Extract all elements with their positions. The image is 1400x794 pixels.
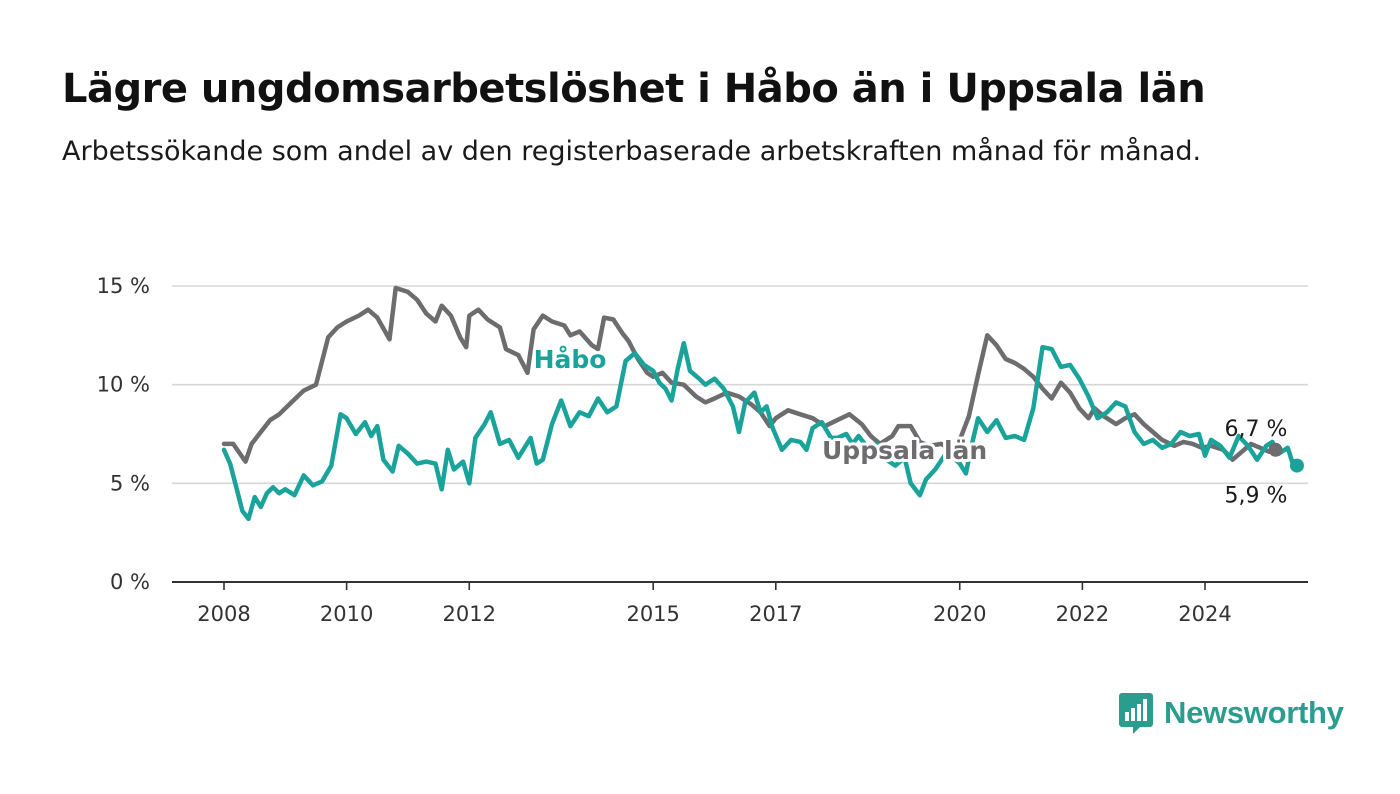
y-tick-label: 0 % [110,570,150,594]
end-point-habo [1289,458,1304,473]
x-tick-label: 2012 [443,602,496,626]
y-tick-label: 15 % [97,274,150,298]
newsworthy-logo: Newsworthy [1118,690,1344,736]
x-tick-label: 2020 [933,602,986,626]
series-line-uppsala-lan [221,285,1278,464]
x-tick-label: 2008 [197,602,250,626]
chart-title: Lägre ungdomsarbetslöshet i Håbo än i Up… [62,66,1206,112]
series-lines [221,285,1300,522]
x-tick-label: 2010 [320,602,373,626]
x-tick-label: 2024 [1178,602,1231,626]
end-value-label: 6,7 % [1225,417,1288,442]
series-line-habo [221,340,1300,522]
series-label-habo: Håbo [534,345,607,374]
x-axis-ticks: 2008 2010 2012 2015 2017 2020 2022 2024 [197,582,1232,626]
y-axis-ticks: 0 % 5 % 10 % 15 % [97,274,150,594]
y-tick-label: 10 % [97,373,150,397]
brand-name: Newsworthy [1164,695,1344,730]
series-label-uppsala-lan: Uppsala län [822,436,987,465]
end-value-label: 5,9 % [1225,484,1288,509]
end-point-uppsala-lan [1268,442,1283,457]
x-tick-label: 2015 [626,602,679,626]
series-labels: Uppsala län Håbo [531,342,991,468]
x-tick-label: 2022 [1056,602,1109,626]
x-tick-label: 2017 [749,602,802,626]
gridlines [172,285,1308,583]
end-markers: 6,7 % 5,9 % [1225,417,1304,509]
chart-subtitle: Arbetssökande som andel av den registerb… [62,136,1202,167]
newsworthy-logo-icon [1119,693,1153,734]
y-tick-label: 5 % [110,471,150,495]
